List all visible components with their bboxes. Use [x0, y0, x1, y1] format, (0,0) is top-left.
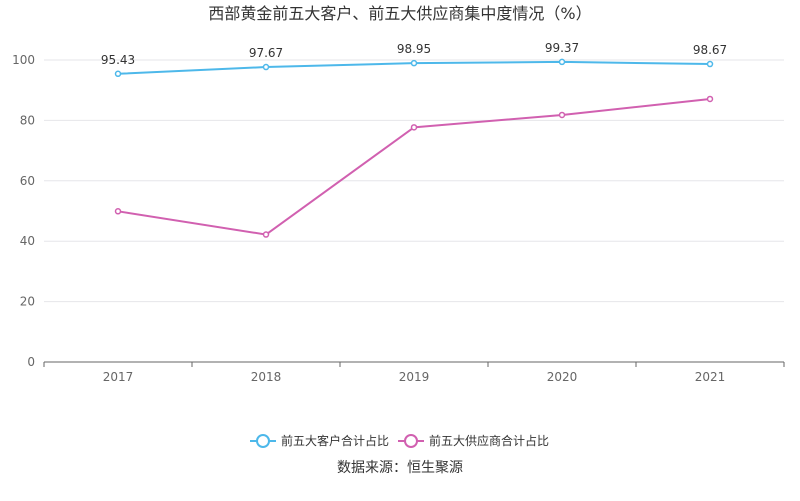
data-point[interactable]: [706, 60, 714, 68]
x-tick-label: 2021: [695, 370, 726, 384]
data-point[interactable]: [114, 208, 122, 215]
y-tick-label: 80: [20, 113, 35, 127]
data-point[interactable]: [410, 59, 418, 67]
series-line: [117, 97, 711, 236]
x-tick-label: 2017: [103, 370, 134, 384]
legend-item-2[interactable]: 前五大供应商合计占比: [398, 433, 549, 448]
data-point[interactable]: [558, 111, 566, 119]
legend-item-1[interactable]: 前五大客户合计占比: [250, 433, 389, 448]
x-tick-label: 2020: [547, 370, 578, 384]
data-label: 95.43: [101, 53, 135, 67]
data-point[interactable]: [410, 124, 418, 131]
legend-marker-icon: [256, 434, 270, 448]
y-tick-label: 0: [27, 355, 35, 369]
data-point[interactable]: [262, 231, 270, 238]
source-note: 数据来源：恒生聚源: [337, 460, 463, 476]
y-tick-label: 60: [20, 174, 35, 188]
data-label: 98.95: [397, 42, 431, 56]
data-point[interactable]: [558, 58, 566, 66]
legend-marker-icon: [404, 434, 418, 448]
y-tick-label: 20: [20, 295, 35, 309]
legend-label: 前五大客户合计占比: [281, 433, 389, 448]
y-tick-label: 100: [12, 53, 35, 67]
legend[interactable]: 前五大客户合计占比 前五大供应商合计占比: [250, 433, 549, 448]
data-point[interactable]: [114, 70, 122, 78]
x-axis-ticks: 2017 2018 2019 2020 2021: [43, 362, 785, 384]
data-label: 97.67: [249, 46, 283, 60]
x-tick-label: 2019: [399, 370, 430, 384]
data-label: 99.37: [545, 41, 579, 55]
y-tick-label: 40: [20, 234, 35, 248]
chart-title: 西部黄金前五大客户、前五大供应商集中度情况（%）: [208, 4, 591, 23]
series-group: 95.43 97.67 98.95 99.37 98.67: [101, 41, 727, 238]
data-point[interactable]: [262, 63, 270, 71]
grid-lines: [44, 59, 784, 303]
data-point[interactable]: [706, 95, 714, 103]
series-1: 95.43 97.67 98.95 99.37 98.67: [101, 41, 727, 78]
y-axis-ticks: 0 20 40 60 80 100: [12, 53, 35, 369]
legend-label: 前五大供应商合计占比: [429, 433, 549, 448]
series-2: [114, 95, 714, 238]
data-label: 98.67: [693, 43, 727, 57]
x-tick-label: 2018: [251, 370, 282, 384]
